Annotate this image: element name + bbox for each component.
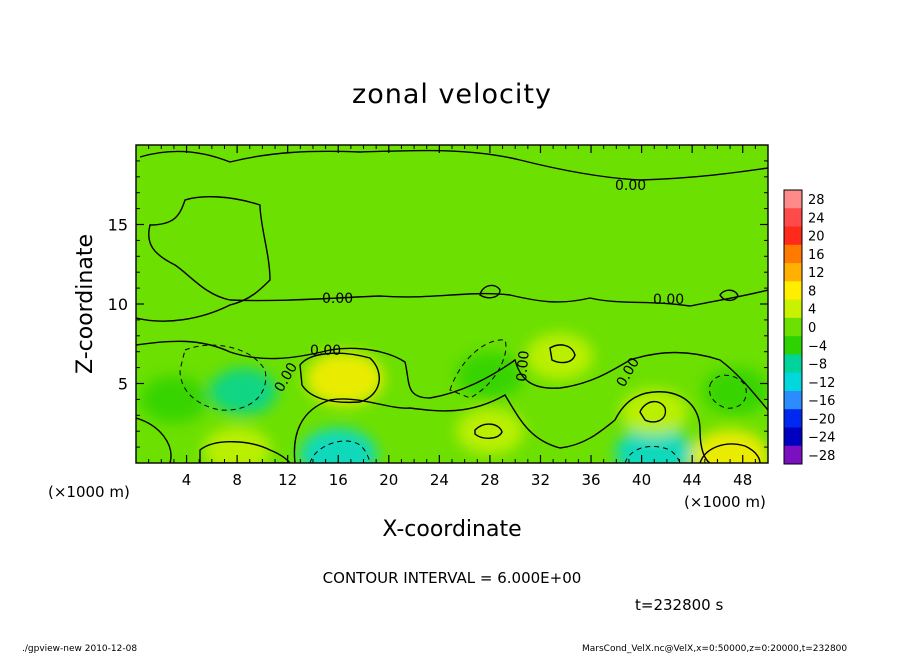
contour-label-group: 0.00 0.00 0.00 0.00 0.00 0.00 0.00 [272,178,685,395]
footer-left: ./gpview-new 2010-12-08 [22,644,137,654]
y-tick-label: 10 [108,295,128,314]
y-axis-label: Z-coordinate [73,234,98,374]
y-tick-label: 5 [118,375,128,394]
contour-zero-bottom [136,391,711,463]
anomaly-patch [456,407,524,455]
contour-negative-2 [449,339,507,399]
contour-zero-middle [136,196,271,322]
contour-island-2 [719,289,739,302]
colorbar-label: −4 [808,339,827,354]
colorbar-label: 0 [808,321,816,336]
x-tick-label: 32 [531,471,550,489]
colorbar-label: −8 [808,358,827,373]
colorbar-label: −12 [808,376,835,391]
anomaly-layer [140,333,768,463]
anomaly-patch [140,376,208,423]
y-tick-label: 15 [108,216,128,235]
anomaly-patch [305,351,384,406]
contour-negative-5 [709,374,747,409]
footer-right: MarsCond_VelX.nc@VelX,x=0:50000,z=0:2000… [582,644,847,654]
contour-negative-1 [179,344,267,411]
x-tick-label: 44 [683,471,702,489]
colorbar-label: 20 [808,230,825,245]
contour-label: 0.00 [514,350,533,382]
contour-positive-3 [639,401,667,423]
colorbar-label: 12 [808,266,825,281]
colorbar-segment [784,409,802,428]
contour-label: 0.00 [615,178,646,194]
colorbar-segment [784,244,802,264]
plot-area: 0.00 0.00 0.00 0.00 0.00 0.00 0.00 [136,145,768,463]
time-text: t=232800 s [635,596,723,614]
anomaly-patch [209,368,278,415]
contour-label: 0.00 [322,291,353,307]
colorbar-frame [783,189,803,465]
colorbar-segment [784,190,802,209]
contour-label: 0.00 [310,343,341,359]
colorbar-segment [784,281,802,301]
colorbar-segment [784,372,802,392]
colorbar-label: 16 [808,248,825,263]
colorbar-label: 24 [808,211,825,226]
y-axis: 5 10 15 [108,160,768,448]
x-axis-label: X-coordinate [382,517,521,542]
x-tick-label: 16 [329,471,348,489]
contour-positive-6 [699,443,761,463]
contour-zero-lower [136,340,768,411]
colorbar-label: −16 [808,394,835,409]
colorbar-label: −28 [808,449,835,464]
anomaly-patch [620,388,689,436]
colorbar-segment [784,299,802,319]
colorbar-segment [784,354,802,374]
contour-island-1 [479,284,501,299]
x-tick-label: 12 [278,471,297,489]
colorbar-segment [784,445,802,465]
colorbar-segment [784,390,802,410]
x-tick-label: 20 [379,471,398,489]
contour-positive-5 [474,423,503,439]
contour-zero-top [139,149,768,181]
colorbar-segment [784,226,802,246]
x-axis: 4 8 12 16 20 24 28 32 36 40 44 48 [148,145,756,489]
colorbar-label: −20 [808,412,835,427]
contour-lines [136,149,768,463]
contour-label: 0.00 [653,292,684,308]
x-unit-left: (×1000 m) [48,483,130,501]
x-tick-label: 8 [232,471,242,489]
chart-title: zonal velocity [352,79,552,110]
x-tick-label: 40 [632,471,651,489]
x-unit-right: (×1000 m) [684,493,766,511]
x-tick-label: 4 [182,471,192,489]
contour-positive-1 [299,352,380,404]
colorbar-segment [784,427,802,447]
x-tick-label: 28 [480,471,499,489]
colorbar: 28 24 20 16 12 8 4 0 −4 −8 −12 −16 −20 −24 −28 [783,189,835,465]
anomaly-patch [702,368,768,415]
colorbar-label: 8 [808,284,816,299]
colorbar-segment [784,263,802,282]
contour-interval-text: CONTOUR INTERVAL = 6.000E+00 [323,569,582,587]
colorbar-segment [784,208,802,228]
anomaly-patch [525,333,594,380]
x-tick-label: 36 [581,471,600,489]
colorbar-segment [784,336,802,355]
contour-zero-boundary [229,289,768,307]
anomaly-patch [203,426,271,463]
colorbar-label: 28 [808,193,825,208]
colorbar-label: −24 [808,431,835,446]
x-tick-label: 48 [733,471,752,489]
contour-positive-4 [549,344,576,364]
x-tick-label: 24 [430,471,449,489]
anomaly-patch [691,429,768,463]
anomaly-patch [299,428,378,463]
colorbar-segment [784,317,802,337]
colorbar-label: 4 [808,303,816,318]
